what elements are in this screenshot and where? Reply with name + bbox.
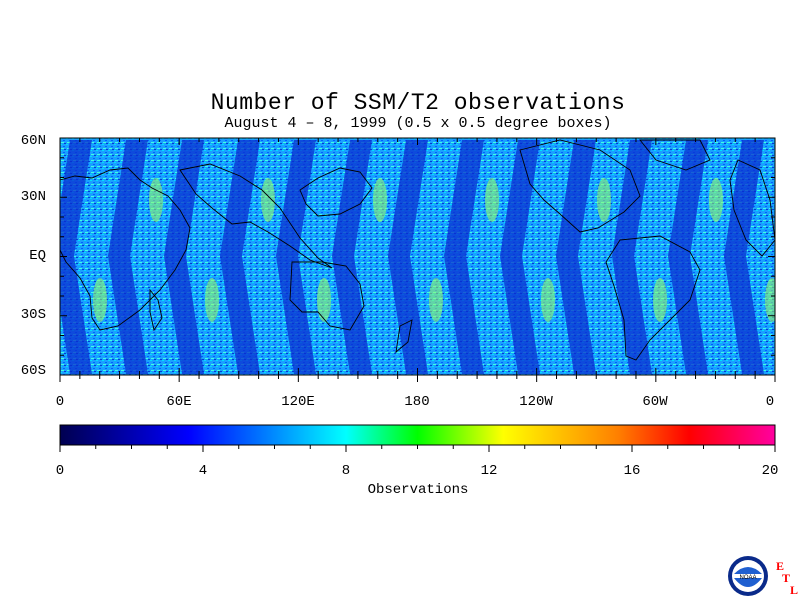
swath-overlap [709,178,723,222]
swath-gap [556,140,596,374]
swath-gap [724,140,764,374]
swath-gap [444,140,484,374]
lat-label: EQ [29,248,46,264]
map-subtitle: August 4 – 8, 1999 (0.5 x 0.5 degree box… [224,115,612,132]
colorbar-tick-label: 4 [198,463,208,479]
colorbar-tick-label: 20 [761,463,779,479]
swath-gap [612,140,652,374]
lon-label: 120E [281,394,315,410]
swath-gap [276,140,316,374]
swath-gap [332,140,372,374]
swath-overlap [317,278,331,322]
colorbar [59,424,776,446]
axis-ticks [59,137,776,452]
lon-label: 60E [166,394,192,410]
swath-gap [388,140,428,374]
lon-label: 0 [55,394,65,410]
lon-label: 60W [642,394,668,410]
swath-gap [220,140,260,374]
lat-label: 60N [20,133,46,149]
lat-label: 30N [20,189,46,205]
map-title: Number of SSM/T2 observations [210,90,626,116]
swath-overlap [485,178,499,222]
colorbar-tick-label: 8 [341,463,351,479]
swath-overlap [597,178,611,222]
lon-label: 120W [519,394,553,410]
etl-letter: E [776,559,784,573]
swath-overlap [261,178,275,222]
swath-overlap [93,278,107,322]
swath-gap [108,140,148,374]
colorbar-tick-label: 12 [480,463,498,479]
coastlines [60,139,775,361]
swath-overlap [765,278,775,322]
noaa-etl-logo: NOAA E T L [728,556,798,597]
lat-label: 30S [20,307,46,323]
swath-overlap [653,278,667,322]
swath-overlap [205,278,219,322]
lon-label: 180 [404,394,430,410]
swath-overlap [429,278,443,322]
etl-letter: T [782,571,790,585]
swath-gap [60,140,92,374]
swath-overlap [149,178,163,222]
noaa-text: NOAA [739,575,756,581]
lon-label: 0 [765,394,775,410]
swath-gap [500,140,540,374]
observation-field [60,140,775,374]
colorbar-tick-label: 16 [623,463,641,479]
swath-overlap [373,178,387,222]
swath-gap [668,140,708,374]
lat-label: 60S [20,363,46,379]
swath-overlap [541,278,555,322]
colorbar-title: Observations [367,482,469,498]
colorbar-tick-label: 0 [55,463,65,479]
etl-letter: L [790,583,798,597]
swath-gap [164,140,204,374]
